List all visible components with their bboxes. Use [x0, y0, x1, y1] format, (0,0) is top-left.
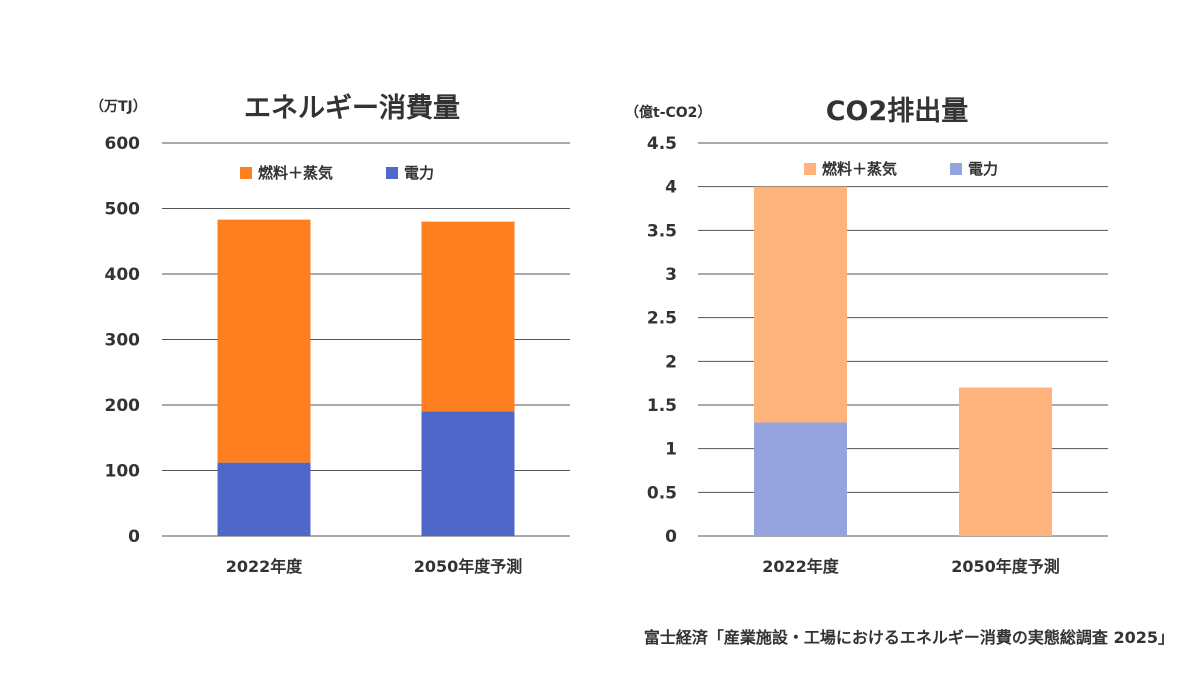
legend-swatch [240, 167, 252, 179]
co2-emissions-chart: CO2排出量 （億t-CO2） 0 0.5 1 1.5 2 2.5 3 3.5 4 4.5 2022年度… [625, 96, 1108, 576]
y-tick-label: 3.5 [647, 221, 677, 241]
y-tick-label: 100 [105, 462, 141, 482]
y-tick-label: 600 [105, 134, 141, 154]
legend-label: 燃料＋蒸気 [258, 164, 333, 182]
bar-segment [217, 462, 311, 536]
legend-swatch [386, 167, 398, 179]
bar-segment [754, 422, 847, 536]
y-tick-label: 1.5 [647, 396, 677, 416]
legend-swatch [950, 163, 962, 175]
y-tick-label: 0 [128, 527, 140, 547]
y-tick-label: 200 [105, 396, 141, 416]
bar-segment [421, 411, 515, 536]
y-tick-label: 2.5 [647, 309, 677, 329]
bar-segment [217, 219, 311, 463]
bar-segment [959, 387, 1052, 536]
y-tick-label: 4 [665, 178, 677, 198]
legend-label: 電力 [404, 164, 434, 182]
chart-title: エネルギー消費量 [244, 93, 460, 124]
x-category-label: 2022年度 [226, 557, 304, 576]
y-tick-label: 0 [665, 527, 677, 547]
y-tick-label: 0.5 [647, 483, 677, 503]
y-tick-label: 2 [665, 352, 677, 372]
y-axis-unit-label: （億t-CO2） [625, 104, 711, 121]
legend-label: 燃料＋蒸気 [822, 160, 897, 178]
source-note: 富士経済「産業施設・工場におけるエネルギー消費の実態総調査 2025」 [644, 628, 1174, 647]
y-tick-label: 400 [105, 265, 141, 285]
legend-label: 電力 [968, 160, 998, 178]
y-tick-label: 1 [665, 440, 677, 460]
energy-consumption-chart: エネルギー消費量 （万TJ） 0 100 200 300 400 500 600 2022年度 20… [90, 93, 570, 576]
x-category-label: 2050年度予測 [414, 557, 523, 576]
x-category-label: 2022年度 [762, 557, 840, 576]
bar-segment [421, 221, 515, 412]
y-axis-unit-label: （万TJ） [90, 99, 147, 115]
bar-segment [754, 186, 847, 423]
legend-swatch [804, 163, 816, 175]
chart-title: CO2排出量 [826, 96, 969, 127]
y-tick-label: 300 [105, 331, 141, 351]
y-tick-label: 4.5 [647, 134, 677, 154]
x-category-label: 2050年度予測 [951, 557, 1060, 576]
y-tick-label: 3 [665, 265, 677, 285]
y-tick-label: 500 [105, 200, 141, 220]
